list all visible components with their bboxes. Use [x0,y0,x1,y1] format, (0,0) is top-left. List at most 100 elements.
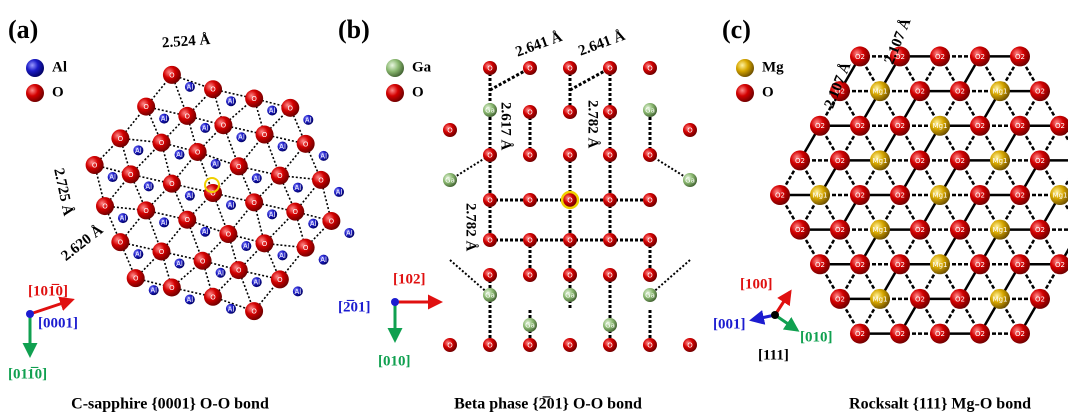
atom-label: Mg1 [873,226,888,234]
atom-label: O [567,65,573,73]
atom-label: O2 [955,226,965,234]
axis-origin [771,311,779,319]
text-label: Beta phase {2̅01} O-O bond [454,395,642,413]
atom-label: O2 [795,157,805,165]
text-label: [001] [713,316,746,332]
atom-label: O [567,197,573,205]
atom-label: O2 [855,330,865,338]
atom-label: O [447,127,453,135]
atom-label: O [567,109,573,117]
text-label: [102] [393,271,426,287]
text-label: 2.725 Å [50,167,76,218]
atom-label: O [527,197,533,205]
atom-label: O2 [855,192,865,200]
atom-label: O [262,240,268,248]
direction-arrow [30,300,72,314]
atom-label: Al [202,124,209,132]
atom-label: O2 [895,122,905,130]
legend-marker [386,84,404,102]
atom-label: O [607,272,613,280]
atom-label: Al [310,220,317,228]
direction-arrow [775,292,790,315]
atom-label: O2 [975,192,985,200]
bond [650,155,690,180]
atom-label: O [487,272,493,280]
atom-label: O [607,65,613,73]
atom-label: O [647,197,653,205]
atom-label: O2 [975,330,985,338]
legend-marker [26,59,44,77]
atom-label: O [607,197,613,205]
atom-label: O2 [775,192,785,200]
atom-label: O [687,127,693,135]
atom-label: O [687,342,693,350]
text-label: [0001] [38,315,78,331]
atom-label: O2 [1015,122,1025,130]
atom-label: Al [135,251,142,259]
atom-label: Al [294,288,301,296]
atom-label: O2 [835,295,845,303]
atom-label: Al [320,152,327,160]
atom-label: O2 [1015,53,1025,61]
text-label: [2̅01] [338,299,371,315]
text-label: [100] [740,276,773,292]
atom-label: O [527,237,533,245]
legend-marker [386,59,404,77]
atom-label: O2 [975,122,985,130]
atom-label: O [487,237,493,245]
atom-label: O2 [1015,261,1025,269]
atom-label: Ga [565,292,575,300]
axis-origin [391,298,399,306]
atom-label: O2 [895,261,905,269]
atom-label: O [567,342,573,350]
atom-label: Al [187,192,194,200]
atom-label: O [118,239,124,247]
text-label: 2.782 Å [463,203,479,252]
text-label: O [762,84,774,100]
atom-label: O2 [915,226,925,234]
atom-label: O [184,216,190,224]
atom-label: O [288,104,294,112]
atom-label: Ga [685,177,695,185]
text-label: [011̅0] [8,366,47,382]
atom-label: O2 [935,330,945,338]
atom-label: O [607,237,613,245]
atom-label: Al [336,188,343,196]
legend-marker [736,84,754,102]
atom-label: O [303,244,309,252]
atom-label: Al [269,107,276,115]
text-label: [010] [800,329,833,345]
atom-label: O [102,203,108,211]
atom-label: O2 [855,53,865,61]
atom-label: Al [346,229,353,237]
atom-label: O2 [895,192,905,200]
atom-label: O [159,139,165,147]
atom-label: O [143,207,149,215]
atom-label: O [329,217,335,225]
atom-label: Al [243,243,250,251]
text-label: (a) [8,15,38,44]
atom-label: Al [212,160,219,168]
atom-label: O [159,248,165,256]
text-label: (b) [338,15,370,44]
atom-label: O [169,180,175,188]
text-label: O [52,84,64,100]
atom-label: Al [238,134,245,142]
atom-label: O2 [975,53,985,61]
text-label: [010] [378,353,411,369]
atom-label: O [195,148,201,156]
atom-label: Al [161,219,168,227]
atom-label: Al [135,147,142,155]
text-label: 2.107 Å [822,60,855,111]
atom-label: Ga [445,177,455,185]
atom-label: Ga [645,107,655,115]
atom-label: O [527,152,533,160]
atom-label: Al [253,175,260,183]
atom-label: Al [279,252,286,260]
text-label: [111] [758,347,789,363]
atom-label: Mg1 [993,295,1008,303]
atom-label: O2 [1055,122,1065,130]
atom-label: O [226,231,232,239]
atom-label: Mg1 [933,122,948,130]
atom-label: Al [295,184,302,192]
